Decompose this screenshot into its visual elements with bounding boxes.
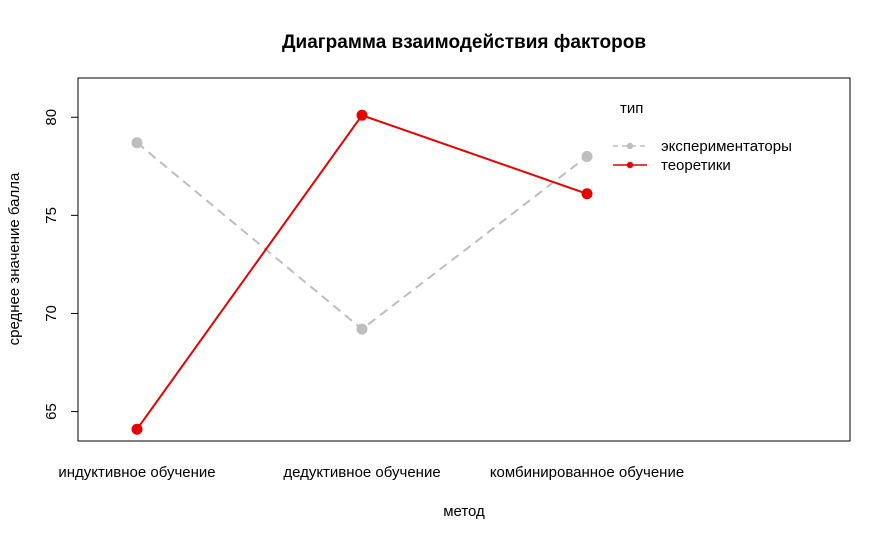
legend-label: теоретики xyxy=(661,157,731,174)
plot-frame xyxy=(77,77,851,442)
y-tick-label: 75 xyxy=(43,207,60,224)
y-axis-label: среднее значение балла xyxy=(6,172,23,345)
series-2 xyxy=(131,109,593,435)
x-tick-label: комбинированное обучение xyxy=(490,464,684,481)
legend-label: экспериментаторы xyxy=(661,138,792,155)
legend-marker xyxy=(626,161,634,169)
y-tick-label: 80 xyxy=(43,109,60,126)
y-tick-label: 70 xyxy=(43,305,60,322)
data-point xyxy=(356,109,368,121)
legend-marker xyxy=(626,142,634,150)
data-point xyxy=(131,137,143,149)
data-point xyxy=(356,323,368,335)
chart-title: Диаграмма взаимодействия факторов xyxy=(282,32,646,53)
series-line xyxy=(136,114,588,430)
x-axis-ticks: индуктивное обучение дедуктивное обучение… xyxy=(58,464,684,481)
legend-title: тип xyxy=(620,100,643,117)
series-1 xyxy=(131,137,593,335)
data-point xyxy=(131,423,143,435)
series-layer xyxy=(131,109,593,435)
x-tick-label: индуктивное обучение xyxy=(58,464,215,481)
x-tick-label: дедуктивное обучение xyxy=(283,464,440,481)
x-axis-label: метод xyxy=(443,503,485,520)
data-point xyxy=(581,150,593,162)
data-point xyxy=(581,188,593,200)
y-axis-ticks: 65 70 75 80 xyxy=(43,109,78,420)
legend: тип экспериментаторы теоретики xyxy=(613,100,792,174)
y-tick-label: 65 xyxy=(43,403,60,420)
